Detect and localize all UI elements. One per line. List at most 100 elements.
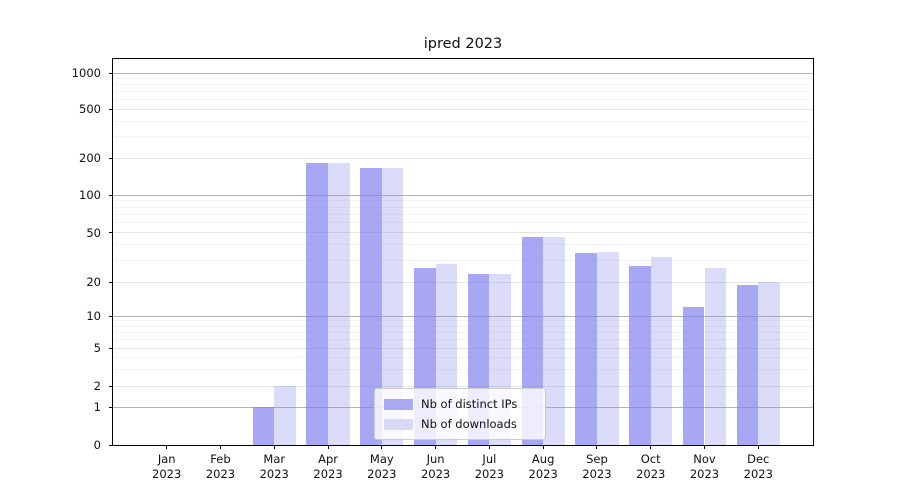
y-tick-mark-50 [109, 232, 113, 234]
x-tick-year: 2023 [689, 467, 720, 481]
gridline-minor-9 [113, 320, 813, 322]
y-tick-mark-20 [109, 281, 113, 283]
x-tick-mark-apr [327, 445, 329, 449]
x-tick-label-oct: Oct 2023 [621, 452, 681, 482]
y-tick-label-1000: 1000 [71, 66, 101, 81]
bar-ips-may [360, 167, 382, 445]
x-tick-label-dec: Dec 2023 [728, 452, 788, 482]
y-tick-mark-200 [109, 157, 113, 159]
bar-ips-sep [575, 253, 597, 445]
x-tick-label-sep: Sep 2023 [567, 452, 627, 482]
bar-downloads-dec [758, 282, 780, 445]
gridline-2 [113, 385, 813, 387]
gridline-100 [113, 194, 813, 196]
x-tick-mark-oct [650, 445, 652, 449]
x-tick-year: 2023 [152, 467, 182, 481]
x-tick-month: Oct [640, 452, 661, 466]
y-tick-label-500: 500 [79, 102, 101, 117]
gridline-500 [113, 108, 813, 110]
gridline-minor-60 [113, 222, 813, 224]
plot-area: Nb of distinct IPs Nb of downloads 0 1 2 5 1… [72, 58, 814, 481]
gridline-minor-400 [113, 120, 813, 122]
y-tick-mark-2 [109, 385, 113, 387]
y-tick-label-0: 0 [93, 438, 101, 452]
bar-downloads-nov [704, 267, 727, 445]
y-tick-label-20: 20 [86, 275, 101, 289]
y-tick-mark-5 [109, 347, 113, 349]
gridline-minor-7 [113, 332, 813, 334]
x-tick-label-nov: Nov 2023 [675, 452, 735, 482]
x-tick-mark-sep [596, 445, 598, 449]
x-tick-month: Jun [426, 452, 445, 466]
bar-downloads-may [381, 168, 404, 445]
x-tick-month: Feb [210, 452, 231, 466]
legend-item-downloads: Nb of downloads [384, 416, 536, 432]
gridline-minor-300 [113, 136, 813, 138]
legend-label-distinct-ips: Nb of distinct IPs [421, 397, 518, 411]
x-tick-month: Aug [531, 452, 555, 466]
x-tick-label-jul: Jul 2023 [459, 452, 519, 482]
bar-downloads-mar [274, 386, 296, 445]
gridline-5 [113, 347, 813, 349]
y-tick-mark-1 [109, 406, 113, 408]
y-tick-mark-500 [109, 108, 113, 110]
x-tick-label-mar: Mar 2023 [244, 452, 304, 482]
legend: Nb of distinct IPs Nb of downloads [374, 388, 546, 440]
gridline-minor-600 [113, 99, 813, 101]
x-tick-label-feb: Feb 2023 [190, 452, 250, 482]
y-tick-label-50: 50 [86, 225, 101, 240]
x-tick-year: 2023 [367, 467, 397, 481]
y-tick-label-200: 200 [79, 151, 101, 166]
gridline-200 [113, 157, 813, 159]
x-tick-mark-feb [219, 445, 221, 449]
x-tick-month: Mar [263, 452, 286, 466]
bar-ips-mar [252, 407, 275, 445]
x-tick-label-jan: Jan 2023 [137, 452, 197, 482]
gridline-minor-6 [113, 339, 813, 341]
x-tick-label-apr: Apr 2023 [298, 452, 358, 482]
gridline-minor-40 [113, 244, 813, 246]
gridline-10 [113, 315, 813, 317]
x-tick-mark-nov [704, 445, 705, 449]
y-tick-mark-0 [109, 444, 113, 446]
gridline-minor-3 [113, 368, 813, 370]
bar-downloads-sep [596, 251, 619, 445]
bar-ips-nov [682, 307, 705, 445]
gridline-1000 [113, 72, 813, 74]
x-tick-mark-dec [757, 445, 759, 449]
x-tick-month: May [369, 452, 394, 466]
bar-ips-apr [306, 163, 329, 445]
bar-ips-dec [736, 284, 759, 445]
gridline-50 [113, 232, 813, 234]
x-tick-month: Nov [693, 452, 716, 466]
legend-swatch-distinct-ips [384, 398, 413, 410]
y-tick-mark-10 [109, 315, 113, 317]
x-tick-label-jun: Jun 2023 [406, 452, 466, 482]
gridline-minor-4 [113, 356, 813, 358]
x-tick-mark-may [381, 445, 383, 449]
x-tick-month: Jul [482, 452, 497, 466]
x-tick-month: Jan [157, 452, 176, 466]
x-tick-mark-mar [273, 445, 275, 449]
bar-downloads-oct [650, 256, 673, 445]
bar-downloads-aug [543, 237, 565, 445]
gridline-minor-700 [113, 91, 813, 93]
x-tick-year: 2023 [259, 467, 289, 481]
y-tick-label-10: 10 [86, 309, 101, 323]
x-tick-month: Sep [586, 452, 608, 466]
x-tick-mark-aug [542, 445, 544, 449]
gridline-minor-30 [113, 259, 813, 261]
legend-item-distinct-ips: Nb of distinct IPs [384, 396, 536, 412]
x-tick-year: 2023 [636, 467, 666, 481]
x-tick-month: Apr [318, 452, 338, 466]
y-tick-label-5: 5 [93, 341, 101, 356]
gridline-minor-70 [113, 213, 813, 215]
x-tick-year: 2023 [205, 467, 236, 481]
x-tick-mark-jan [166, 445, 168, 449]
x-tick-mark-jul [488, 445, 490, 449]
y-tick-label-1: 1 [93, 400, 101, 415]
y-tick-label-2: 2 [93, 379, 101, 393]
y-tick-label-100: 100 [79, 188, 101, 202]
legend-swatch-downloads [384, 418, 413, 430]
